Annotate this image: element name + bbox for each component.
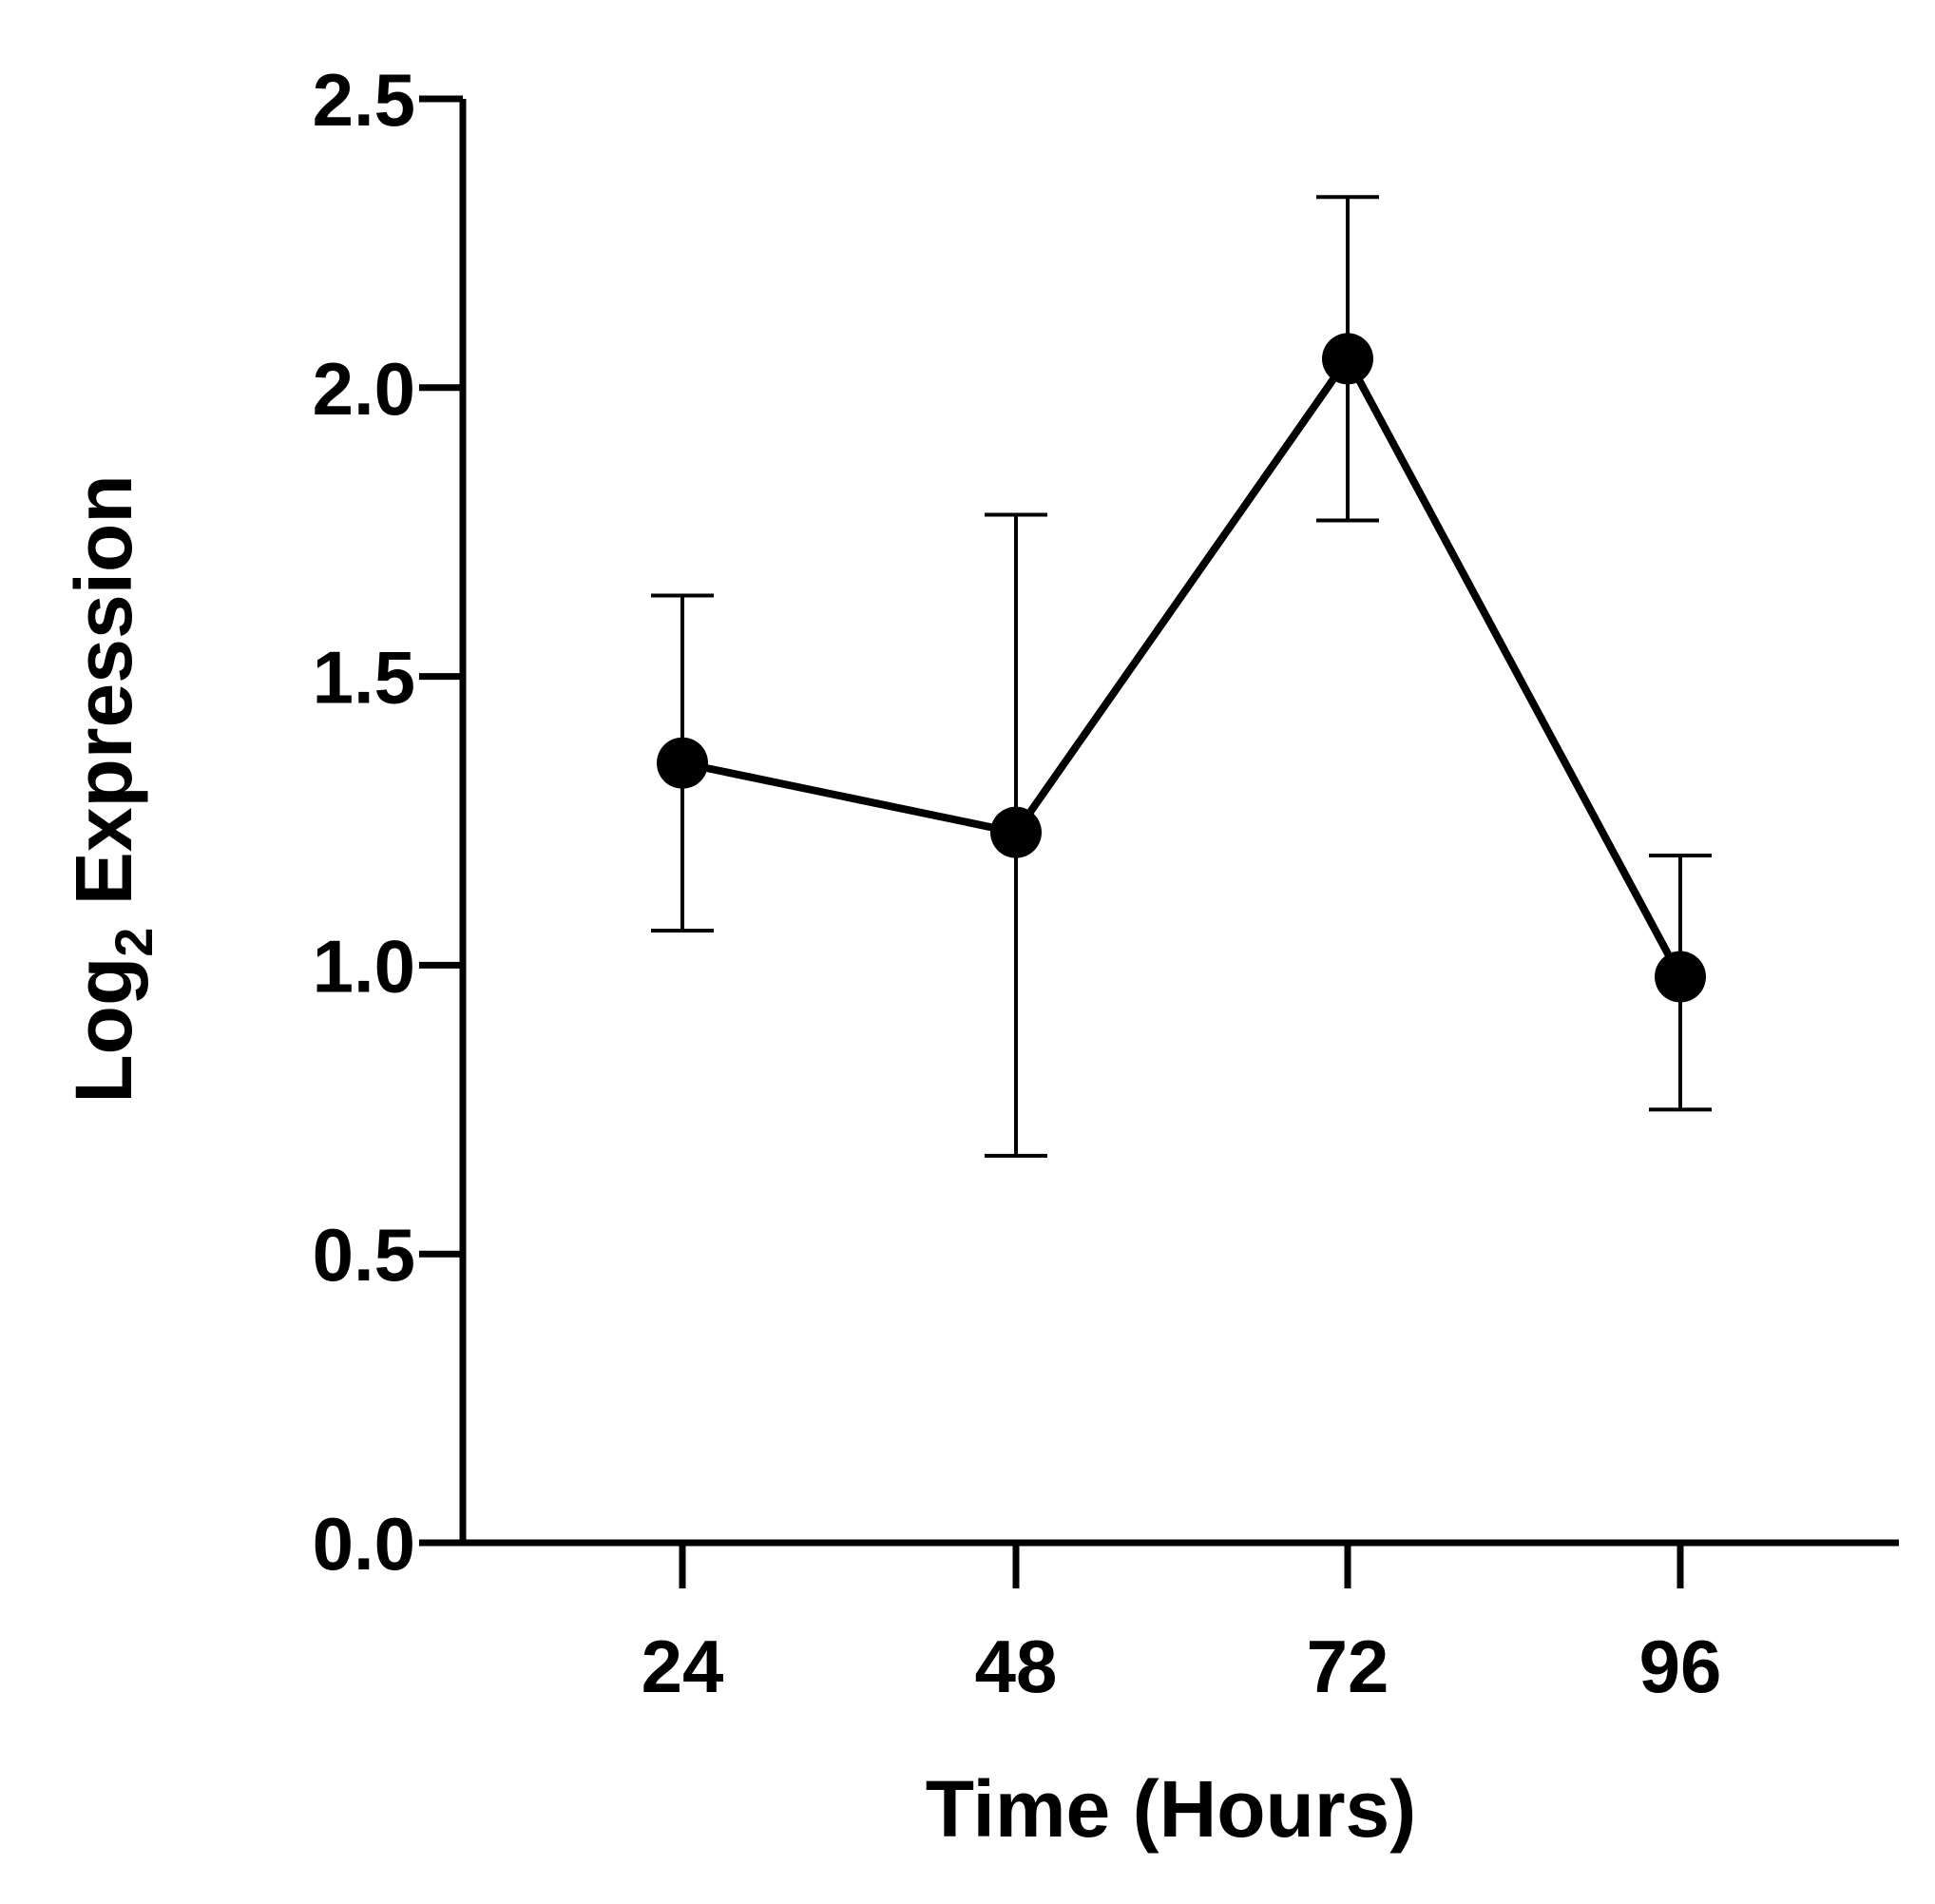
data-point-2 <box>1322 333 1373 385</box>
y-tick-label-0: 0.0 <box>313 1502 415 1586</box>
x-tick-label-2: 72 <box>1307 1625 1389 1708</box>
y-axis-title: Log2 Expression <box>59 474 163 1103</box>
series <box>657 333 1706 1003</box>
y-axis-title-log: Log <box>59 957 148 1104</box>
series-line-0 <box>681 355 1684 979</box>
x-axis-title: Time (Hours) <box>926 1764 1417 1854</box>
error-bars <box>651 195 1712 1158</box>
data-point-1 <box>990 806 1042 858</box>
y-tick-label-2: 1.0 <box>313 924 415 1008</box>
x-tick-label-1: 48 <box>975 1625 1058 1708</box>
x-tick-label-3: 96 <box>1639 1625 1722 1708</box>
x-tick-label-0: 24 <box>642 1625 724 1708</box>
y-tick-label-5: 2.5 <box>313 58 415 142</box>
y-axis-title-rest: Expression <box>59 474 148 927</box>
y-tick-label-4: 2.0 <box>313 347 415 431</box>
data-point-3 <box>1655 951 1706 1003</box>
axes: 0.0 0.5 1.0 1.5 2.0 2.5 24 48 72 96 <box>313 58 1899 1708</box>
y-axis-title-subscript: 2 <box>104 928 163 957</box>
y-tick-label-1: 0.5 <box>313 1213 415 1297</box>
y-tick-label-3: 1.5 <box>313 636 415 720</box>
data-point-0 <box>657 737 708 789</box>
